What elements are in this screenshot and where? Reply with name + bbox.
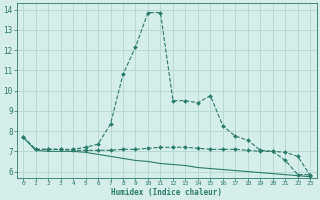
X-axis label: Humidex (Indice chaleur): Humidex (Indice chaleur) [111,188,222,197]
